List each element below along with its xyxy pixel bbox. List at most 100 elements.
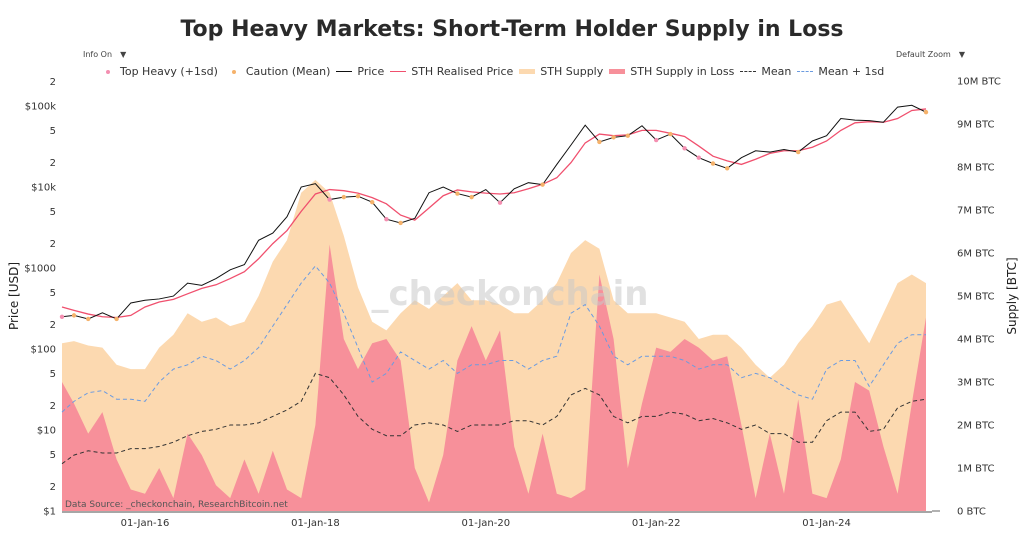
y-left-tick-label: $10 <box>37 426 56 437</box>
y-left-tick-label: $1 <box>43 507 56 518</box>
y-right-tick-label: 10M BTC <box>957 77 1001 88</box>
y-left-tick-label: 5 <box>50 369 56 380</box>
legend-swatch-icon <box>797 71 814 72</box>
legend-swatch-icon <box>519 69 536 74</box>
caution-marker <box>611 135 616 140</box>
legend-label: Top Heavy (+1sd) <box>120 65 218 78</box>
legend-item[interactable]: Mean + 1sd <box>797 65 884 78</box>
y-right-tick-label: 5M BTC <box>957 292 995 303</box>
zoom-dropdown[interactable]: Default Zoom ▼ <box>896 50 965 59</box>
y-right-tick-label: 4M BTC <box>957 335 995 346</box>
legend-swatch-icon <box>390 71 407 72</box>
top-heavy-marker <box>696 155 701 160</box>
top-heavy-marker <box>654 137 659 143</box>
top-heavy-marker <box>59 314 65 319</box>
legend-item[interactable]: Mean <box>740 65 791 78</box>
legend-label: STH Supply in Loss <box>630 65 735 78</box>
y-left-tick-label: $100k <box>25 102 56 113</box>
top-heavy-marker <box>384 217 389 222</box>
sth-realised-price-line <box>61 108 927 319</box>
legend-swatch-icon <box>609 69 626 74</box>
top-heavy-marker <box>327 197 332 202</box>
y-left-tick-label: 2 <box>50 320 56 331</box>
watermark: _checkonchain <box>372 274 649 314</box>
mean-line <box>61 372 927 465</box>
legend-item[interactable]: STH Realised Price <box>390 65 513 78</box>
y-right-axis-title: Supply [BTC] <box>1005 257 1019 334</box>
y-left-tick-label: 2 <box>50 77 56 88</box>
legend-label: STH Realised Price <box>411 65 514 78</box>
y-left-tick-label: 5 <box>50 450 56 461</box>
price-line <box>61 104 927 320</box>
y-right-tick-label: 6M BTC <box>957 249 995 260</box>
caution-marker <box>540 182 545 187</box>
x-tick-label: 01-Jan-24 <box>802 518 851 529</box>
mean-plus-1sd-line <box>61 265 926 413</box>
caution-marker <box>114 316 119 322</box>
y-left-tick-label: 2 <box>50 482 56 493</box>
legend: Top Heavy (+1sd) Caution (Mean) Price STH R… <box>98 65 890 78</box>
caution-marker <box>725 166 730 171</box>
legend-label: STH Supply <box>540 65 604 78</box>
info-toggle-label: Info On <box>83 50 113 59</box>
caution-marker <box>86 316 91 322</box>
caution-marker <box>625 133 630 138</box>
caution-marker <box>668 131 673 137</box>
x-tick-label: 01-Jan-20 <box>461 518 510 529</box>
legend-swatch-icon <box>336 71 353 72</box>
y-left-tick-label: $100 <box>31 345 56 356</box>
caution-marker <box>710 161 716 166</box>
legend-item[interactable]: STH Supply <box>519 65 603 78</box>
legend-label: Mean + 1sd <box>818 65 885 78</box>
x-tick-label: 01-Jan-22 <box>632 518 681 529</box>
sth-supply-in-loss-area <box>62 244 926 511</box>
legend-label: Caution (Mean) <box>245 65 331 78</box>
legend-swatch-icon <box>231 69 236 74</box>
y-right-tick-label: 9M BTC <box>957 120 995 131</box>
legend-label: Mean <box>761 65 792 78</box>
data-source-note: Data Source: _checkonchain, ResearchBitc… <box>65 500 288 510</box>
dropdown-arrow-icon: ▼ <box>958 50 965 59</box>
legend-item[interactable]: Top Heavy (+1sd) <box>98 65 218 78</box>
top-heavy-marker <box>497 200 503 205</box>
caution-marker <box>355 193 361 199</box>
legend-label: Price <box>357 65 385 78</box>
y-left-tick-label: 2 <box>50 401 56 412</box>
caution-marker <box>923 109 929 115</box>
caution-marker <box>398 220 403 226</box>
y-right-tick-label: 2M BTC <box>957 421 995 432</box>
legend-item[interactable]: STH Supply in Loss <box>609 65 734 78</box>
caution-marker <box>341 194 346 200</box>
y-right-tick-label: 0 BTC <box>957 507 986 518</box>
y-left-tick-label: 2 <box>50 239 56 250</box>
caution-marker <box>370 199 375 205</box>
caution-marker <box>455 191 460 196</box>
legend-swatch-icon <box>106 69 110 74</box>
x-tick-label: 01-Jan-18 <box>291 518 340 529</box>
info-toggle[interactable]: Info On ▼ <box>83 50 126 59</box>
caution-marker <box>796 149 801 155</box>
legend-item[interactable]: Price <box>336 65 384 78</box>
y-left-tick-label: 5 <box>50 288 56 299</box>
legend-swatch-icon <box>740 71 757 72</box>
zoom-dropdown-label: Default Zoom <box>896 50 951 59</box>
caution-marker <box>71 313 77 318</box>
dropdown-arrow-icon: ▼ <box>120 50 127 59</box>
y-left-axis-title: Price [USD] <box>7 262 21 330</box>
y-left-tick-label: 2 <box>50 158 56 169</box>
y-left-tick-label: $10k <box>31 183 56 194</box>
legend-item[interactable]: Caution (Mean) <box>224 65 331 78</box>
caution-marker <box>597 139 602 145</box>
top-heavy-marker <box>682 146 687 151</box>
y-right-tick-label: 7M BTC <box>957 206 995 217</box>
y-left-tick-label: $1000 <box>24 264 56 275</box>
y-right-tick-label: 8M BTC <box>957 163 995 174</box>
y-right-tick-label: 1M BTC <box>957 464 995 475</box>
y-right-tick-label: 3M BTC <box>957 378 995 389</box>
caution-marker <box>469 194 474 200</box>
x-tick-label: 01-Jan-16 <box>121 518 170 529</box>
y-left-tick-label: 5 <box>50 126 56 137</box>
y-left-tick-label: 5 <box>50 207 56 218</box>
chart-title: Top Heavy Markets: Short-Term Holder Sup… <box>180 17 844 42</box>
